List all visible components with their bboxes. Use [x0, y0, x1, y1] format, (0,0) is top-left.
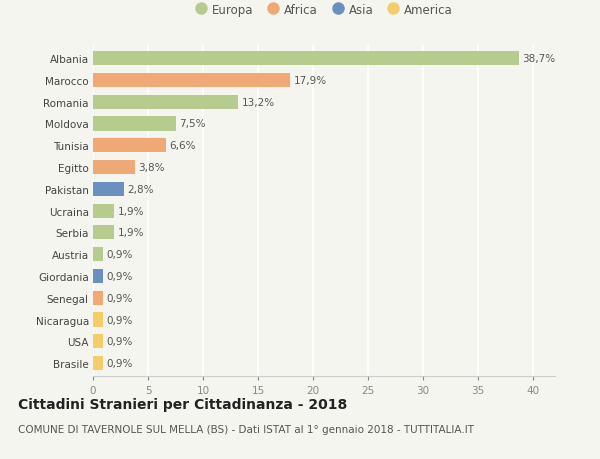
Text: 6,6%: 6,6% [169, 141, 196, 151]
Text: 1,9%: 1,9% [118, 206, 144, 216]
Bar [93, 161, 135, 175]
Bar [93, 335, 103, 349]
Bar [93, 182, 124, 196]
Bar [93, 247, 103, 262]
Text: 1,9%: 1,9% [118, 228, 144, 238]
Text: 7,5%: 7,5% [179, 119, 206, 129]
Text: 0,9%: 0,9% [107, 336, 133, 347]
Bar [93, 52, 519, 66]
Text: 0,9%: 0,9% [107, 293, 133, 303]
Bar [93, 291, 103, 305]
Text: 0,9%: 0,9% [107, 271, 133, 281]
Bar [93, 117, 176, 131]
Text: COMUNE DI TAVERNOLE SUL MELLA (BS) - Dati ISTAT al 1° gennaio 2018 - TUTTITALIA.: COMUNE DI TAVERNOLE SUL MELLA (BS) - Dat… [18, 425, 474, 435]
Bar [93, 204, 114, 218]
Bar [93, 139, 166, 153]
Text: 0,9%: 0,9% [107, 315, 133, 325]
Text: 0,9%: 0,9% [107, 358, 133, 368]
Bar [93, 95, 238, 110]
Bar [93, 226, 114, 240]
Bar [93, 313, 103, 327]
Bar [93, 269, 103, 284]
Text: Cittadini Stranieri per Cittadinanza - 2018: Cittadini Stranieri per Cittadinanza - 2… [18, 397, 347, 411]
Text: 0,9%: 0,9% [107, 250, 133, 260]
Bar [93, 73, 290, 88]
Legend: Europa, Africa, Asia, America: Europa, Africa, Asia, America [196, 4, 452, 17]
Text: 3,8%: 3,8% [139, 162, 165, 173]
Bar [93, 356, 103, 370]
Text: 13,2%: 13,2% [242, 97, 275, 107]
Text: 2,8%: 2,8% [128, 185, 154, 195]
Text: 17,9%: 17,9% [294, 76, 327, 86]
Text: 38,7%: 38,7% [523, 54, 556, 64]
